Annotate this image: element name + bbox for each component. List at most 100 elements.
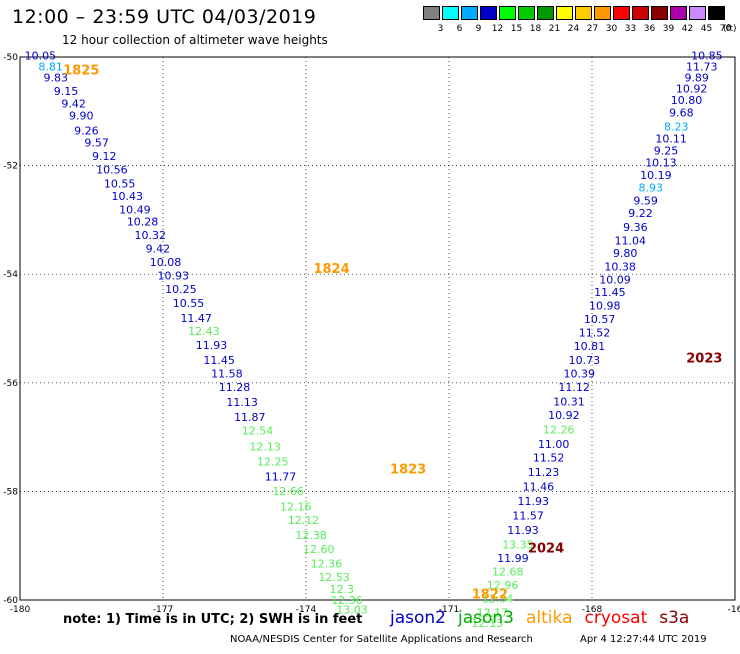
page-subtitle: 12 hour collection of altimeter wave hei… bbox=[62, 33, 328, 47]
legend-swatch bbox=[518, 6, 535, 20]
generation-timestamp: Apr 4 12:27:44 UTC 2019 bbox=[580, 634, 707, 645]
lat-tick-label: -60 bbox=[3, 596, 18, 606]
legend-swatch bbox=[442, 6, 459, 20]
legend-label: 15 bbox=[510, 24, 523, 34]
swh-value: 12.26 bbox=[543, 423, 575, 436]
legend-swatch bbox=[670, 6, 687, 20]
swh-value: 9.68 bbox=[669, 107, 694, 120]
swh-value: 9.59 bbox=[633, 195, 658, 208]
page-title: 12:00 – 23:59 UTC 04/03/2019 bbox=[12, 6, 317, 28]
swh-value: 10.56 bbox=[96, 164, 128, 177]
legend-swatch bbox=[537, 6, 554, 20]
swh-value: 9.12 bbox=[92, 150, 117, 163]
legend-label: 36 bbox=[643, 24, 656, 34]
swh-value: 12.66 bbox=[272, 485, 304, 498]
swh-value: 11.99 bbox=[497, 552, 529, 565]
swh-value: 12.13 bbox=[472, 617, 504, 630]
legend-swatch bbox=[613, 6, 630, 20]
swh-value: 11.23 bbox=[528, 466, 560, 479]
legend-swatch bbox=[651, 6, 668, 20]
legend-swatch bbox=[556, 6, 573, 20]
swh-value: 9.83 bbox=[44, 71, 69, 84]
swh-value: 10.55 bbox=[173, 297, 205, 310]
swh-value: 9.42 bbox=[146, 242, 171, 255]
swh-value: 12.43 bbox=[188, 325, 220, 338]
swh-value: 9.42 bbox=[61, 97, 86, 110]
swh-value: 10.08 bbox=[150, 256, 182, 269]
swh-value: 11.93 bbox=[507, 524, 539, 537]
swh-value: 9.89 bbox=[684, 71, 709, 84]
swh-value: 9.90 bbox=[69, 109, 94, 122]
legend-label: 21 bbox=[548, 24, 561, 34]
swh-value: 13.35 bbox=[502, 538, 534, 551]
lat-tick-label: -50 bbox=[3, 53, 18, 63]
legend-label: 70 bbox=[719, 24, 732, 34]
swh-value: 11.28 bbox=[219, 381, 251, 394]
legend-swatch bbox=[461, 6, 478, 20]
swh-value: 10.11 bbox=[655, 132, 687, 145]
swh-value: 9.36 bbox=[623, 221, 648, 234]
swh-value: 11.58 bbox=[211, 367, 243, 380]
swh-value: 10.32 bbox=[134, 229, 166, 242]
lat-tick-label: -52 bbox=[3, 162, 18, 172]
pass-number-label: 1823 bbox=[390, 463, 426, 478]
swh-value: 10.81 bbox=[574, 340, 606, 353]
legend-label: 33 bbox=[624, 24, 637, 34]
swh-value: 9.57 bbox=[84, 137, 109, 150]
swh-value: 9.15 bbox=[54, 85, 79, 98]
swh-value: 10.09 bbox=[599, 273, 631, 286]
legend-label: 39 bbox=[662, 24, 675, 34]
swh-value: 10.85 bbox=[691, 50, 723, 63]
swh-value: 9.25 bbox=[654, 145, 679, 158]
swh-value: 11.57 bbox=[512, 510, 544, 523]
swh-value: 11.52 bbox=[579, 327, 611, 340]
satellite-name: s3a bbox=[659, 608, 690, 628]
swh-value: 9.80 bbox=[613, 247, 638, 260]
satellite-name: cryosat bbox=[584, 608, 648, 628]
satellite-key: jason2 jason3 altika cryosat s3a bbox=[390, 608, 701, 628]
swh-value: 10.38 bbox=[604, 260, 636, 273]
swh-value: 10.92 bbox=[548, 409, 580, 422]
legend-swatch bbox=[689, 6, 706, 20]
swh-value: 11.00 bbox=[538, 438, 570, 451]
swh-value: 8.81 bbox=[38, 61, 63, 74]
swh-value: 10.19 bbox=[640, 169, 672, 182]
swh-value: 10.13 bbox=[645, 157, 677, 170]
swh-value: 10.80 bbox=[671, 94, 703, 107]
swh-value: 11.45 bbox=[594, 286, 626, 299]
legend-swatch bbox=[594, 6, 611, 20]
satellite-name: jason3 bbox=[458, 608, 514, 628]
pass-number-label: 2024 bbox=[528, 541, 564, 556]
legend-swatch bbox=[499, 6, 516, 20]
swh-value: 12.96 bbox=[487, 579, 519, 592]
swh-value: 8.23 bbox=[664, 120, 689, 133]
swh-value: 10.39 bbox=[563, 367, 595, 380]
swh-value: 9.22 bbox=[628, 207, 653, 220]
legend-label: 42 bbox=[681, 24, 694, 34]
satellite-name: altika bbox=[526, 608, 573, 628]
swh-value: 10.98 bbox=[589, 299, 621, 312]
swh-value: 10.43 bbox=[112, 190, 144, 203]
lon-tick-label: -177 bbox=[153, 605, 173, 615]
legend-label: 24 bbox=[567, 24, 580, 34]
legend-unit: (ft) bbox=[723, 24, 737, 34]
swh-value: 11.04 bbox=[615, 234, 647, 247]
credit-line: NOAA/NESDIS Center for Satellite Applica… bbox=[230, 634, 533, 645]
legend-swatch bbox=[632, 6, 649, 20]
lon-tick-label: -16 bbox=[728, 605, 740, 615]
swh-value: 10.25 bbox=[165, 283, 197, 296]
footer-note: note: 1) Time is in UTC; 2) SWH is in fe… bbox=[63, 612, 363, 627]
swh-value: 13.03 bbox=[336, 604, 368, 617]
legend-label: 27 bbox=[586, 24, 599, 34]
swh-value: 8.93 bbox=[638, 182, 663, 195]
legend-label: 3 bbox=[437, 24, 444, 34]
lon-tick-label: -174 bbox=[296, 605, 317, 615]
swh-value: 11.93 bbox=[196, 339, 228, 352]
legend-label: 30 bbox=[605, 24, 618, 34]
satellite-name: jason2 bbox=[390, 608, 446, 628]
swh-value: 11.52 bbox=[533, 452, 565, 465]
swh-value: 12.13 bbox=[249, 441, 281, 454]
swh-value: 10.92 bbox=[676, 82, 708, 95]
